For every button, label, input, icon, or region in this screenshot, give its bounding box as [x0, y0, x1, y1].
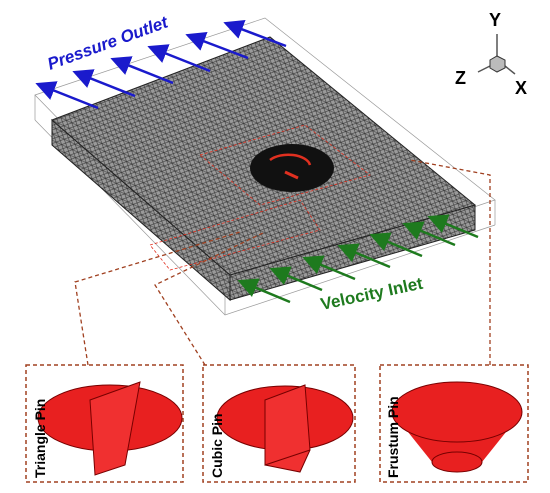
- axis-z: Z: [455, 68, 466, 88]
- cubic-pin-panel: Cubic Pin: [202, 364, 356, 483]
- inlet-label: Velocity Inlet: [319, 274, 425, 314]
- axis-triad: Y Z X: [455, 10, 527, 98]
- axis-y: Y: [489, 10, 501, 30]
- outlet-label: Pressure Outlet: [45, 12, 172, 74]
- inlet-arrows: [237, 214, 479, 304]
- mesh-plate: [51, 36, 477, 302]
- triangle-pin-panel: Triangle Pin: [25, 364, 184, 483]
- axis-x: X: [515, 78, 527, 98]
- frustum-pin-panel: Frustum Pin: [379, 364, 529, 483]
- pin-label: Frustum Pin: [385, 396, 401, 478]
- callout-lines: [74, 159, 491, 366]
- pin-label: Triangle Pin: [32, 399, 48, 478]
- outlet-arrows: [35, 19, 287, 110]
- pin-panels: Triangle Pin Cubic Pin Frustum Pin: [25, 364, 529, 483]
- pin-label: Cubic Pin: [209, 413, 225, 478]
